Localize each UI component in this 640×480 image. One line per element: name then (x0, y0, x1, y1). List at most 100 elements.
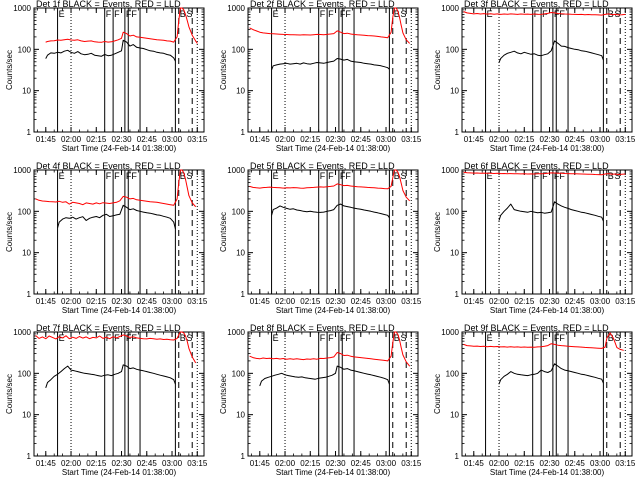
lld-series-line-point (561, 13, 562, 15)
lld-series-line-point (35, 335, 36, 336)
lld-series-line-point (363, 357, 365, 359)
events-series-line-point (306, 63, 308, 64)
lld-series-line-point (333, 33, 335, 34)
events-series-line-point (564, 46, 565, 47)
lld-series-line-point (503, 173, 505, 174)
lld-series-line-point (69, 338, 70, 340)
lld-series-line-point (591, 14, 592, 16)
events-series-line-point (534, 374, 535, 375)
lld-series-line-point (306, 187, 308, 189)
events-series-line-point (80, 53, 82, 55)
flag-label: B (180, 171, 186, 181)
events-series-line-point (306, 211, 308, 212)
x-tick-label: 03:15 (401, 135, 422, 144)
lld-series-line-point (176, 36, 178, 38)
lld-series-line-point (101, 42, 102, 43)
lld-series-line-point (598, 174, 599, 175)
events-series-line-point (498, 220, 500, 221)
lld-series-line-point (195, 206, 196, 207)
lld-series-line-point (159, 338, 161, 340)
lld-series-line-point (394, 7, 395, 9)
lld-series-line-point (476, 13, 478, 14)
lld-series-line-point (89, 338, 90, 340)
events-series-line-point (106, 214, 107, 215)
lld-series-line-point (156, 338, 158, 340)
lld-series-line-point (392, 16, 394, 18)
y-tick-label: 1 (27, 290, 32, 299)
events-series-line-point (367, 373, 368, 375)
lld-series-line-point (544, 346, 545, 347)
lld-series-line-point (191, 34, 193, 36)
lld-series-line-point (517, 173, 518, 174)
y-axis-label: Counts/sec (219, 212, 228, 252)
y-tick-label: 1000 (441, 166, 459, 175)
lld-series-line-point (256, 30, 257, 32)
plot-frame (247, 7, 419, 133)
lld-series-line (249, 7, 410, 44)
events-series-line-point (92, 216, 94, 218)
lld-series-line-point (79, 203, 80, 204)
events-series-line-point (320, 62, 321, 64)
events-series-line-point (601, 216, 602, 218)
events-series-line-point (347, 368, 348, 369)
events-series-line-point (129, 45, 131, 47)
y-tick-label: 1 (455, 290, 460, 299)
lld-series-line-point (259, 187, 261, 189)
panel-title: Det 2f BLACK = Events, RED = LLD (250, 0, 395, 9)
x-tick-label: 01:45 (36, 135, 57, 144)
events-series-line-point (328, 376, 330, 377)
lld-series-line-point (476, 172, 478, 174)
lld-series-line-point (272, 187, 274, 188)
events-series-line-point (594, 53, 596, 55)
lld-series-line-point (343, 355, 345, 356)
lld-series-line-point (604, 346, 606, 348)
flag-label: S (614, 9, 620, 19)
events-series-line-point (82, 216, 84, 217)
events-series-line-point (323, 211, 325, 213)
events-series-line-point (517, 52, 518, 54)
lld-series-line-point (99, 203, 100, 205)
lld-series-line-point (571, 346, 572, 347)
lld-series-line-point (323, 34, 325, 35)
events-series-line-point (571, 371, 572, 372)
events-series-line-point (104, 54, 105, 55)
events-series-line-point (360, 209, 362, 210)
events-series-line-point (384, 378, 385, 379)
lld-series-line-point (299, 187, 301, 189)
events-series-line-point (544, 212, 545, 214)
lld-series-line-point (524, 173, 525, 175)
lld-series-line-point (611, 14, 613, 15)
events-series-line-point (90, 53, 92, 54)
lld-series-line-point (574, 14, 576, 15)
lld-series-line-point (564, 13, 565, 15)
lld-series-line-point (299, 34, 301, 36)
flag-label: FF (126, 9, 137, 19)
events-series-line-point (540, 212, 542, 213)
lld-series-line-point (483, 346, 485, 347)
lld-series-line-point (500, 173, 502, 174)
events-series-line-point (101, 56, 102, 57)
events-series-line-point (146, 49, 148, 50)
flag-label: E (487, 333, 493, 343)
events-series-line-point (598, 378, 599, 379)
y-axis-label: Counts/sec (433, 212, 442, 252)
flag-label: F (106, 9, 112, 19)
events-series-line (45, 364, 176, 388)
events-series-line-point (601, 378, 602, 380)
lld-series-line-point (527, 173, 528, 175)
flag-label: FF (340, 9, 351, 19)
lld-series-line-point (614, 173, 616, 175)
lld-series-line-point (90, 40, 92, 42)
lld-series-line-point (82, 337, 84, 339)
y-tick-label: 100 (446, 45, 460, 54)
events-series-line-point (70, 369, 72, 371)
events-series-line-point (143, 211, 144, 213)
x-tick-label: 03:00 (162, 297, 183, 306)
panel-title: Det 3f BLACK = Events, RED = LLD (464, 0, 609, 9)
lld-series-line-point (606, 338, 608, 339)
events-series-line-point (65, 217, 67, 218)
flag-label: S (614, 333, 620, 343)
events-series-line-point (343, 369, 345, 370)
lld-series-line-point (353, 356, 355, 358)
lld-series-line-point (480, 346, 481, 347)
